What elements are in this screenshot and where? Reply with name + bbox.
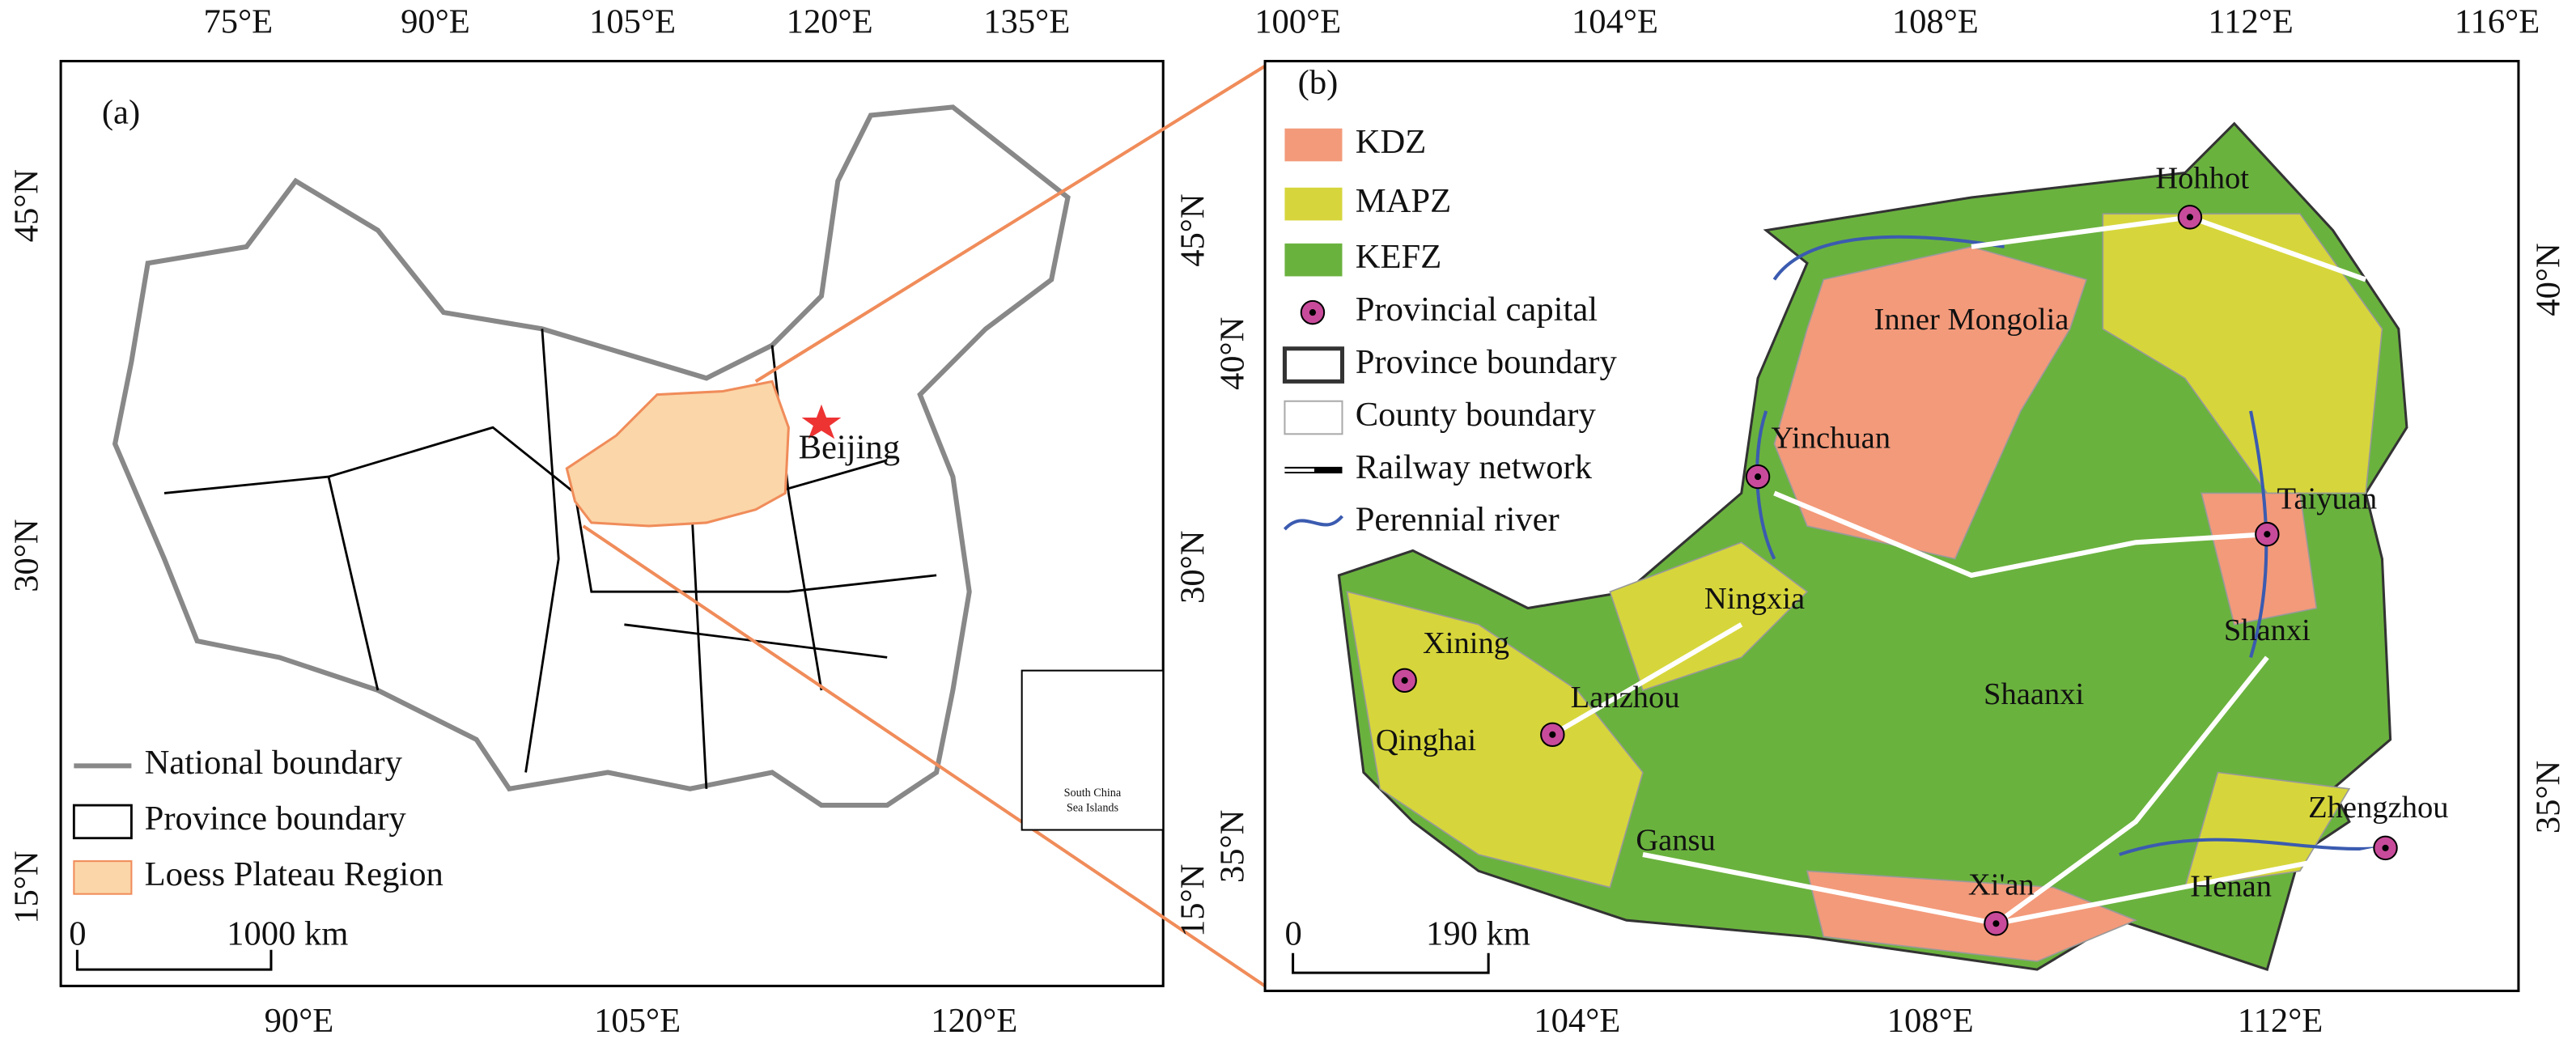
loess-region-a (565, 380, 790, 528)
tick-label: 116°E (2455, 3, 2540, 41)
tick-label: 30°N (7, 519, 45, 592)
tick-label: 120°E (787, 3, 873, 41)
capital-label: Lanzhou (1571, 681, 1680, 715)
tick-label: 100°E (1254, 3, 1341, 41)
tick-label: 30°N (1174, 531, 1212, 604)
legend-swatch (1284, 400, 1343, 435)
legend-label: Railway network (1356, 448, 1593, 486)
tick-label: 90°E (401, 3, 470, 41)
inset-frame (1021, 669, 1165, 831)
tick-label: 112°E (2208, 3, 2293, 41)
legend-label: Province boundary (145, 800, 407, 838)
city-label: Beijing (799, 428, 900, 466)
tick-label: 45°N (1174, 193, 1212, 266)
tick-label: 45°N (7, 169, 45, 242)
zoom-line (754, 64, 1267, 384)
scale-label: 0 (1284, 914, 1301, 952)
province-label: Qinghai (1376, 723, 1476, 757)
legend-swatch (1284, 128, 1343, 162)
legend-label: Loess Plateau Region (145, 855, 443, 893)
legend-label: County boundary (1356, 396, 1597, 434)
zoom-line (582, 524, 1267, 988)
tick-label: 35°N (1213, 810, 1251, 883)
capital-marker (2186, 214, 2194, 221)
capital-label: Taiyuan (2277, 481, 2378, 515)
tick-label: 35°N (2529, 761, 2567, 834)
province-label: Gansu (1636, 824, 1716, 858)
capital-marker (1401, 677, 1408, 684)
capital-label: Xining (1423, 626, 1509, 660)
capital-marker (2264, 531, 2271, 538)
legend-label: KDZ (1356, 123, 1427, 161)
tick-label: 108°E (1892, 3, 1979, 41)
capital-label: Hohhot (2155, 162, 2249, 196)
capital-label: Zhengzhou (2308, 791, 2448, 825)
legend-label: Provincial capital (1356, 291, 1598, 329)
panel-label: (b) (1298, 64, 1339, 102)
legend-swatch (1284, 187, 1343, 221)
inset-label: Sea Islands (1067, 801, 1119, 814)
capital-label: Xi'an (1968, 867, 2035, 901)
capital-marker (2382, 844, 2389, 851)
scale-label: 190 km (1426, 914, 1530, 952)
legend-swatch (73, 860, 133, 895)
tick-label: 40°N (1213, 317, 1251, 390)
capital-marker (1755, 473, 1762, 481)
scale-bar (1292, 952, 1490, 974)
river (1755, 235, 2383, 856)
legend-label: National boundary (145, 744, 403, 782)
legend-swatch (72, 804, 133, 840)
legend-swatch (1283, 515, 1344, 531)
province-label: Henan (2190, 869, 2272, 903)
tick-label: 112°E (2238, 1002, 2323, 1040)
legend-swatch (1284, 243, 1343, 277)
tick-label: 40°N (2529, 243, 2567, 316)
capital-label: Yinchuan (1771, 421, 1891, 455)
legend: KDZ MAPZ KEFZ Provincial capital Province bo… (1282, 123, 1618, 539)
legend-label: MAPZ (1356, 182, 1451, 220)
legend-label: Province boundary (1356, 343, 1618, 381)
legend-label: KEFZ (1356, 238, 1442, 276)
inset-label: South China (1064, 787, 1122, 800)
panel-label: (a) (102, 93, 140, 131)
legend-label: Perennial river (1356, 501, 1560, 539)
tick-label: 108°E (1887, 1002, 1974, 1040)
zone-patches (1346, 213, 2383, 962)
scale-label: 0 (69, 914, 86, 952)
legend-swatch (1309, 309, 1317, 316)
tick-label: 105°E (594, 1002, 681, 1040)
capital-marker (1549, 731, 1556, 738)
tick-label: 90°E (265, 1002, 334, 1040)
province-label: Inner Mongolia (1874, 303, 2069, 337)
capitals: Hohhot Yinchuan Taiyuan Xining Lanzhou Xi'an Z… (1376, 162, 2449, 936)
capital-star (801, 404, 842, 439)
scale-label: 1000 km (227, 914, 348, 952)
scale-bar (75, 949, 273, 971)
tick-label: 120°E (931, 1002, 1017, 1040)
tick-label: 104°E (1534, 1002, 1620, 1040)
capital-marker (1992, 920, 2000, 927)
province-label: Ningxia (1704, 582, 1805, 616)
graticule-labels: 75°E 90°E 105°E 120°E 135°E 90°E 105°E 120°E 45°… (7, 3, 2567, 1040)
province-label: Shaanxi (1984, 677, 2084, 711)
tick-label: 104°E (1572, 3, 1658, 41)
tick-label: 15°N (1174, 864, 1212, 937)
tick-label: 105°E (589, 3, 676, 41)
province-label: Shanxi (2224, 613, 2311, 647)
legend-swatch (1282, 346, 1345, 384)
tick-label: 75°E (204, 3, 274, 41)
tick-label: 135°E (983, 3, 1070, 41)
tick-label: 15°N (7, 851, 45, 923)
